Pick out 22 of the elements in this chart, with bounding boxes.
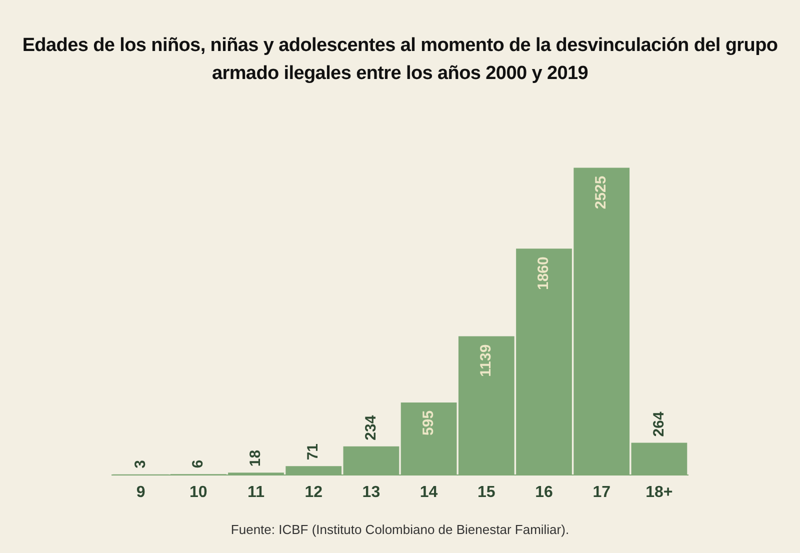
source-note: Fuente: ICBF (Instituto Colombiano de Bienestar Familiar). [230, 522, 570, 537]
data-label: 6 [190, 460, 207, 468]
x-tick-label: 10 [190, 484, 208, 501]
x-tick-label: 15 [478, 484, 496, 501]
x-tick-label: 14 [420, 484, 438, 501]
data-label: 18 [247, 450, 264, 467]
data-label: 3 [132, 460, 149, 468]
chart-title: Edades de los niños, niñas y adolescentes al momento de la desvinculación del grupo armado ilegales entre los años 2000 y 2019 [21, 34, 779, 86]
data-label: 1860 [535, 256, 552, 290]
x-tick-label: 9 [136, 484, 146, 501]
data-label: 595 [420, 410, 437, 436]
data-label: 264 [650, 411, 668, 437]
data-label: 1139 [478, 344, 495, 377]
x-tick-label: 11 [248, 484, 265, 501]
x-tick-label: 17 [592, 484, 611, 501]
x-tick-label: 13 [362, 484, 380, 501]
data-label: 234 [362, 414, 380, 440]
x-tick-label: 16 [535, 484, 553, 501]
x-tick-label: 18+ [646, 484, 673, 501]
x-tick-label: 12 [304, 484, 323, 501]
data-label: 2525 [592, 176, 610, 210]
data-label: 71 [304, 443, 322, 460]
